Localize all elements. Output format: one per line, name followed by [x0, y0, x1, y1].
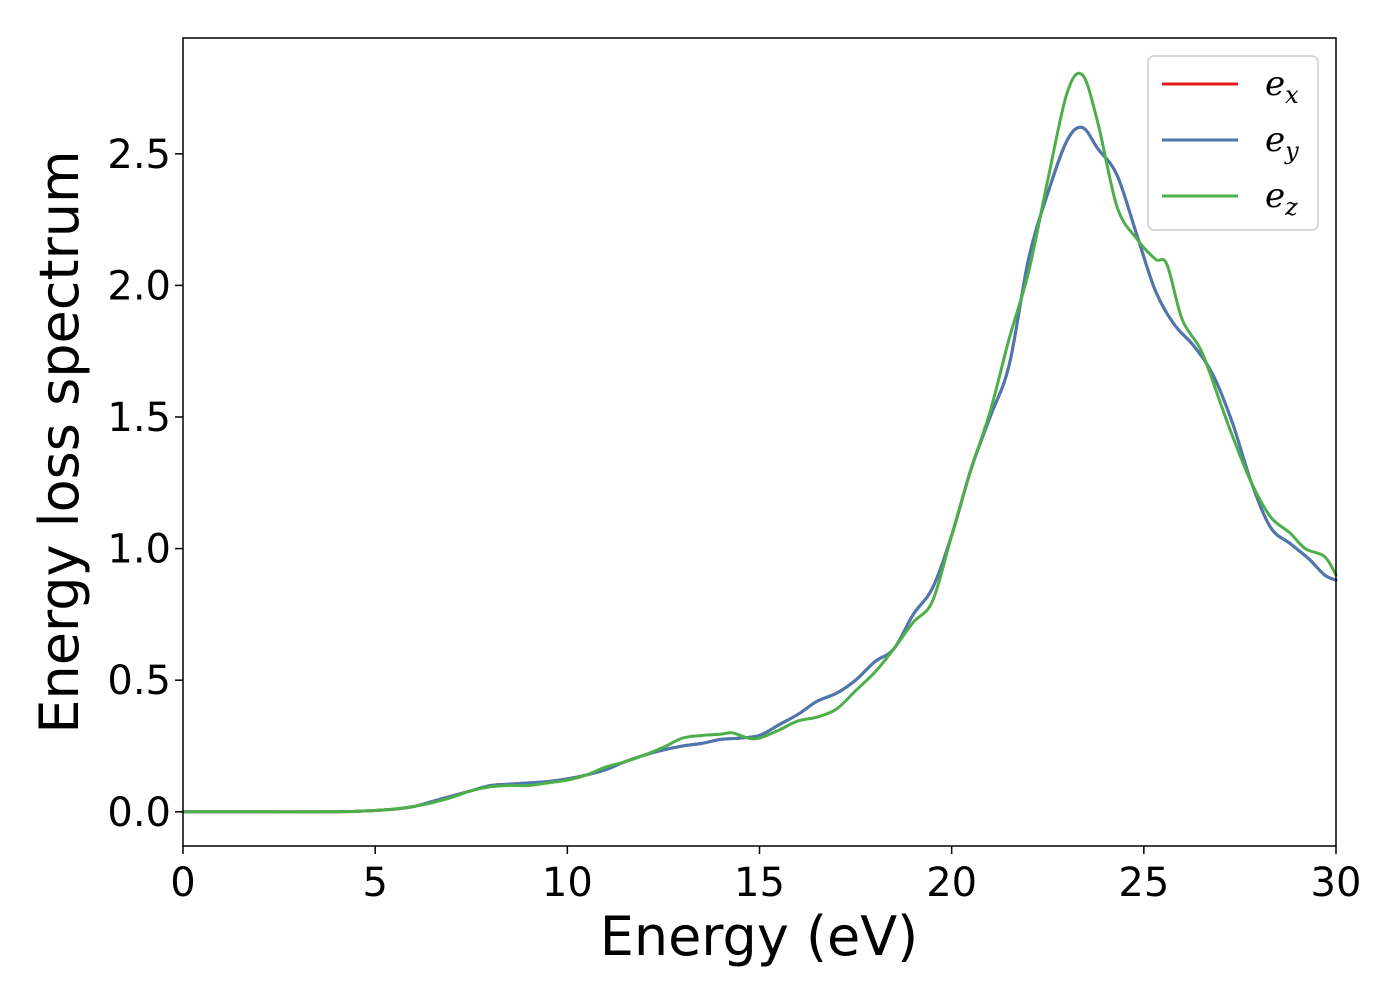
y-axis-label: Energy loss spectrum [28, 150, 91, 733]
y-tick-label: 1.0 [107, 527, 171, 573]
legend-box [1147, 55, 1319, 231]
y-tick-label: 2.5 [107, 132, 171, 178]
y-tick-label: 2.0 [107, 263, 171, 309]
y-tick-label: 0.5 [107, 658, 171, 704]
x-tick-label: 20 [926, 860, 977, 906]
plot-area [183, 38, 1336, 846]
y-tick-label: 1.5 [107, 395, 171, 441]
x-axis-ticks: 0 5 10 15 20 25 30 [170, 846, 1361, 906]
x-tick-label: 0 [170, 860, 195, 906]
x-axis-label: Energy (eV) [600, 905, 919, 968]
y-axis-ticks: 0.0 0.5 1.0 1.5 2.0 2.5 [107, 132, 183, 836]
y-tick-label: 0.0 [107, 790, 171, 836]
x-tick-label: 5 [362, 860, 387, 906]
series-lines [181, 71, 1338, 814]
series-line-ez [181, 71, 1338, 814]
x-tick-label: 30 [1311, 860, 1362, 906]
x-tick-label: 15 [734, 860, 785, 906]
x-tick-label: 10 [542, 860, 593, 906]
x-tick-label: 25 [1118, 860, 1169, 906]
